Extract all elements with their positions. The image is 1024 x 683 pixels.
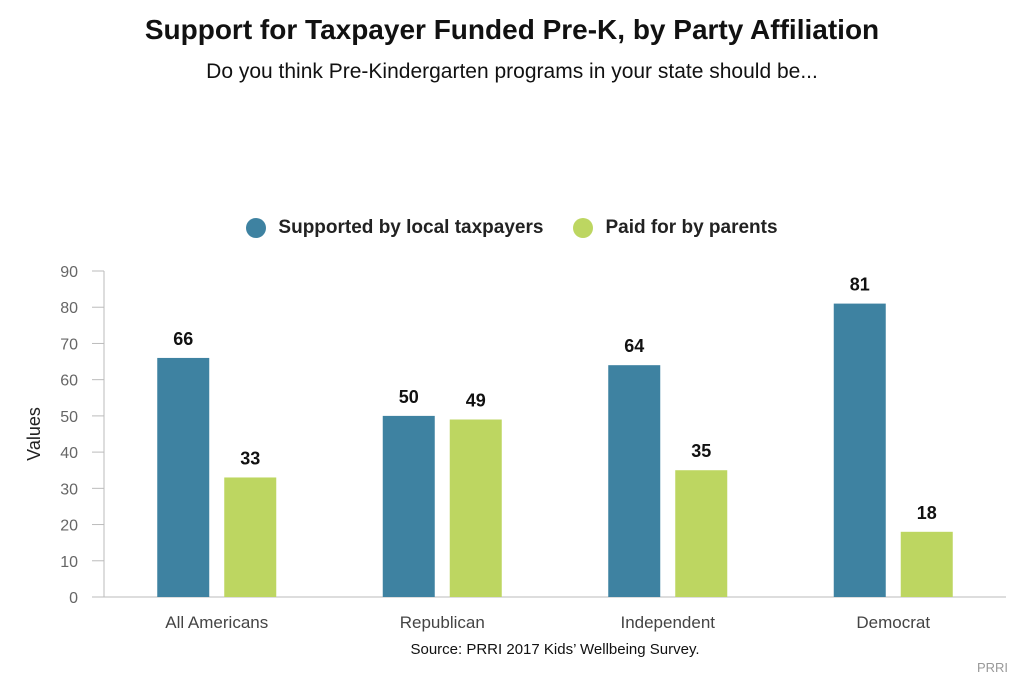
legend-item-series-2[interactable]: Paid for by parents — [573, 217, 778, 239]
legend-label-series-2: Paid for by parents — [605, 217, 778, 238]
data-label: 66 — [173, 329, 193, 349]
x-tick-label: All Americans — [165, 613, 268, 632]
credit-label: PRRI — [976, 660, 1008, 675]
data-label: 50 — [399, 387, 419, 407]
y-axis-label: Values — [24, 407, 44, 461]
data-label: 64 — [624, 336, 644, 356]
legend-marker-series-2 — [573, 218, 594, 238]
bar-taxpayers[interactable] — [833, 303, 886, 597]
y-tick-label: 70 — [60, 336, 78, 353]
source-note: Source: PRRI 2017 Kids’ Wellbeing Survey… — [410, 641, 700, 658]
y-tick-label: 50 — [60, 409, 78, 426]
y-tick-label: 30 — [60, 481, 78, 498]
y-tick-label: 10 — [60, 554, 78, 571]
bar-parents[interactable] — [449, 419, 502, 597]
x-tick-label: Democrat — [856, 613, 930, 632]
bar-parents[interactable] — [900, 531, 953, 597]
y-tick-label: 40 — [60, 445, 78, 462]
data-label: 81 — [850, 275, 870, 295]
data-label: 33 — [240, 448, 260, 468]
y-tick-label: 20 — [60, 518, 78, 535]
chart-subtitle: Do you think Pre-Kindergarten programs i… — [206, 60, 818, 83]
y-tick-label: 80 — [60, 300, 78, 317]
chart-title: Support for Taxpayer Funded Pre-K, by Pa… — [144, 14, 880, 45]
bar-taxpayers[interactable] — [608, 365, 661, 597]
bar-parents[interactable] — [224, 477, 277, 597]
legend-label-series-1: Supported by local taxpayers — [278, 217, 544, 238]
legend-marker-series-1 — [246, 218, 267, 238]
x-tick-label: Independent — [620, 613, 715, 632]
bar-taxpayers[interactable] — [382, 415, 435, 597]
data-label: 18 — [917, 503, 937, 523]
y-tick-label: 60 — [60, 373, 78, 390]
bar-parents[interactable] — [675, 470, 728, 597]
bar-taxpayers[interactable] — [157, 357, 210, 597]
y-tick-label: 0 — [69, 590, 78, 607]
data-label: 49 — [466, 391, 486, 411]
y-tick-label: 90 — [60, 264, 78, 281]
data-label: 35 — [691, 441, 711, 461]
x-tick-label: Republican — [400, 613, 485, 632]
chart-legend: Supported by local taxpayers Paid for by… — [0, 217, 1024, 239]
legend-item-series-1[interactable]: Supported by local taxpayers — [246, 217, 543, 239]
